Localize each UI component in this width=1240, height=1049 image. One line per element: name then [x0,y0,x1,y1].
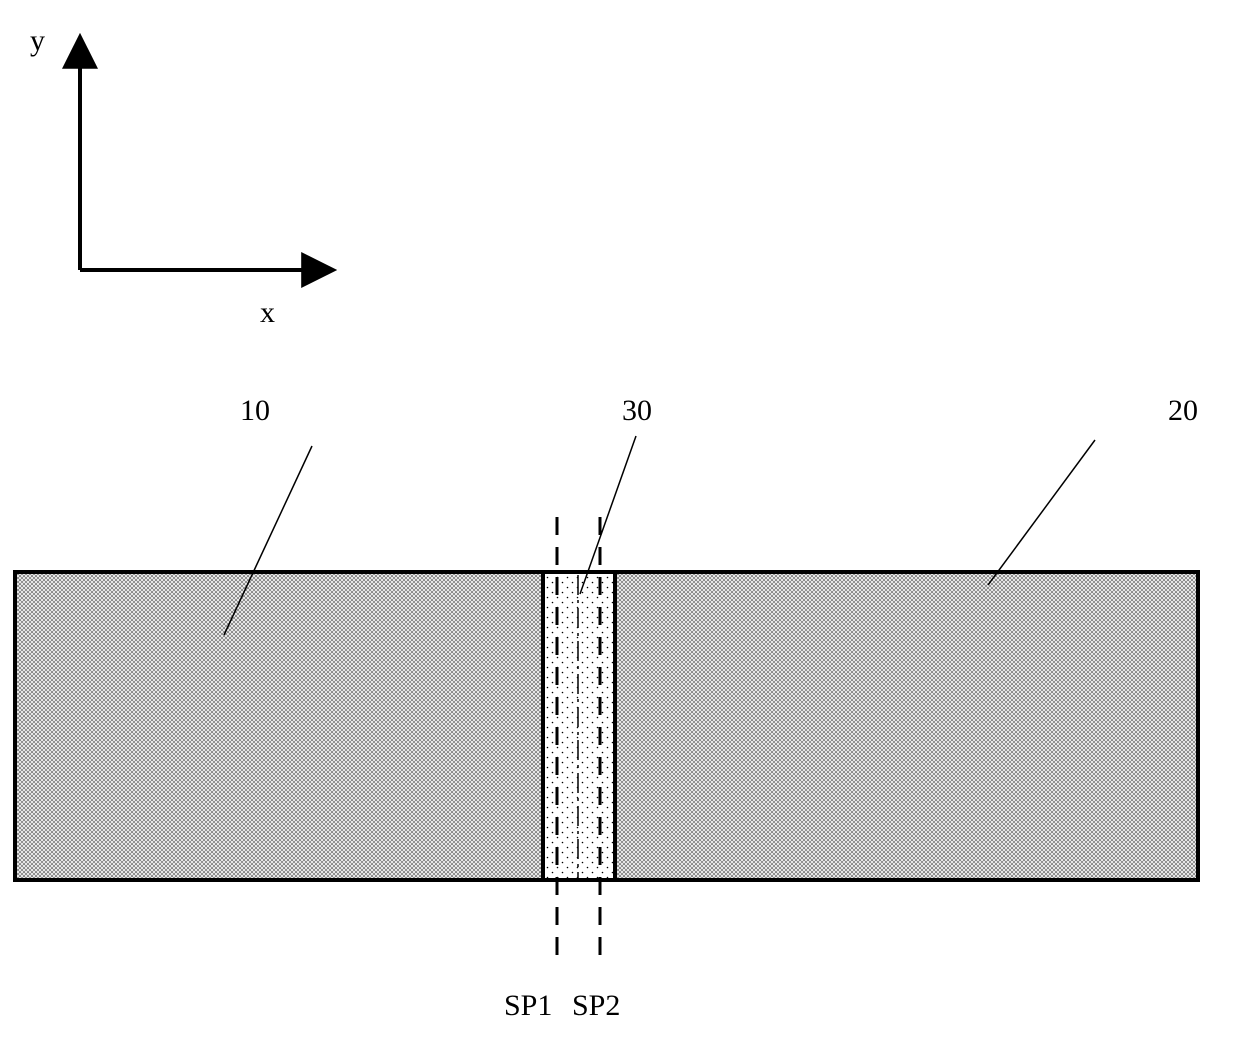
region-left [15,572,543,880]
technical-diagram: x y 10 30 20 SP1 SP2 [0,0,1240,1049]
y-axis-label: y [30,24,45,57]
bottom-label: SP1 [504,989,552,1022]
bottom-label: SP2 [572,989,620,1022]
callout-label: 10 [240,394,270,427]
region-gap [543,572,615,880]
callout-label: 30 [622,394,652,427]
callout-leader [988,440,1095,585]
x-axis-label: x [260,296,275,329]
region-right [615,572,1198,880]
callout-label: 20 [1168,394,1198,427]
